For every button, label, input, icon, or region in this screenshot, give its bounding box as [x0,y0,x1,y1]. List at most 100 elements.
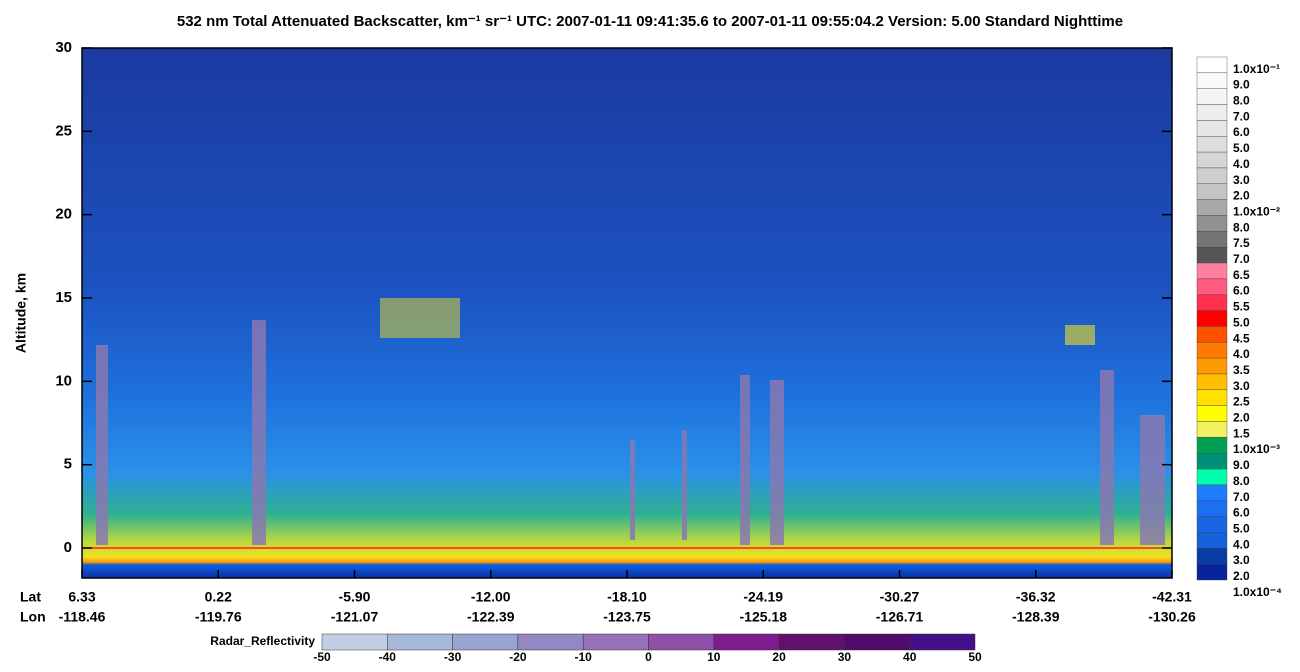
radar-label: Radar_Reflectivity [210,634,315,648]
colorbar-bin [1196,500,1228,517]
colorbar-label: 7.0 [1233,490,1250,504]
colorbar-label: 2.5 [1233,395,1250,409]
lat-label: -5.90 [339,589,371,605]
radar-tick-label: -40 [379,650,397,664]
colorbar-label: 5.0 [1233,141,1250,155]
colorbar-bin [1196,357,1228,375]
radar-tick-label: 0 [645,650,652,664]
colorbar-bin [1196,56,1228,74]
colorbar-label: 1.5 [1233,426,1250,440]
y-tick-label: 5 [64,456,72,473]
lon-label: -126.71 [876,609,924,625]
lat-label: 0.22 [205,589,232,605]
colorbar-label: 3.0 [1233,173,1250,187]
chart-title: 532 nm Total Attenuated Backscatter, km⁻… [177,13,1123,30]
colorbar-label: 8.0 [1233,220,1250,234]
lon-label: -130.26 [1148,609,1196,625]
lat-label: -36.32 [1016,589,1056,605]
colorbar-label: 4.0 [1233,157,1250,171]
colorbar-label: 9.0 [1233,78,1250,92]
x-row-name: Lon [20,609,46,625]
colorbar-label: 7.0 [1233,109,1250,123]
colorbar-label: 2.0 [1233,189,1250,203]
colorbar-bin [1196,183,1228,200]
colorbar-bin [1196,548,1228,565]
colorbar-bin [1196,199,1228,216]
colorbar-label: 3.0 [1233,553,1250,567]
radar-bin [844,633,910,651]
colorbar-label: 4.5 [1233,331,1250,345]
lon-label: -118.46 [59,609,106,625]
colorbar-bin [1196,120,1228,137]
lat-label: -12.00 [471,589,511,605]
radar-bin [713,633,780,651]
colorbar-bin [1196,326,1228,343]
radar-bin [778,633,845,651]
colorbar-label: 5.0 [1233,315,1250,329]
colorbar-bin [1196,310,1228,327]
lat-label: -42.31 [1152,589,1192,605]
colorbar-label: 3.0 [1233,379,1250,393]
colorbar-bin [1196,342,1228,359]
lat-label: -18.10 [607,589,647,605]
colorbar-bin [1196,278,1228,295]
radar-tick-label: 20 [772,650,786,664]
colorbar-label: 7.5 [1233,236,1250,250]
colorbar-bin [1196,88,1228,105]
y-tick-label: 0 [64,539,72,556]
colorbar-bin [1196,373,1228,391]
colorbar-bin [1196,405,1228,422]
colorbar-bin [1196,421,1228,438]
colorbar-bin [1196,468,1228,486]
colorbar-bin [1196,215,1228,232]
colorbar-bin [1196,167,1228,184]
colorbar-label: 4.0 [1233,537,1250,551]
colorbar-label: 1.0x10⁻³ [1233,442,1280,456]
colorbar-label: 1.0x10⁻² [1233,204,1280,218]
lon-label: -119.76 [195,609,242,625]
colorbar-bin [1196,136,1228,153]
colorbar-bin [1196,389,1228,406]
colorbar-label: 1.0x10⁻¹ [1233,62,1280,76]
y-tick-label: 25 [55,122,72,139]
radar-bin [582,633,649,651]
radar-tick-label: -20 [509,650,527,664]
lon-label: -123.75 [603,609,651,625]
radar-bin [321,633,388,651]
lat-label: -24.19 [743,589,783,605]
colorbar-label: 4.0 [1233,347,1250,361]
y-axis-label: Altitude, km [13,273,29,353]
colorbar-label: 2.0 [1233,411,1250,425]
radar-tick-label: -10 [575,650,593,664]
radar-tick-label: 50 [968,650,982,664]
radar-bin [517,633,584,651]
radar-bin [452,633,519,651]
colorbar-label: 6.0 [1233,284,1250,298]
colorbar-bin [1196,151,1228,169]
cirrus-decoration [380,298,1095,345]
colorbar-bin [1196,437,1228,454]
radar-tick-label: 30 [838,650,852,664]
lon-label: -122.39 [467,609,515,625]
colorbar-bin [1196,231,1228,248]
colorbar-bin [1196,72,1228,89]
y-tick-label: 20 [55,206,72,223]
lon-label: -125.18 [740,609,788,625]
colorbar-label: 2.0 [1233,569,1250,583]
radar-bin [387,633,453,651]
colorbar-label: 6.0 [1233,506,1250,520]
y-tick-label: 10 [55,372,72,389]
lat-label: -30.27 [880,589,920,605]
lon-label: -128.39 [1012,609,1060,625]
colorbar-bin [1196,104,1228,121]
colorbar-bin [1196,294,1228,311]
radar-tick-label: -30 [444,650,462,664]
colorbar-bin [1196,532,1228,549]
radar-bin [648,633,715,651]
cloud-decoration [96,320,1165,545]
colorbar-bin [1196,453,1228,470]
colorbar-label: 8.0 [1233,474,1250,488]
y-tick-label: 30 [55,39,72,56]
y-tick-label: 15 [55,289,72,306]
